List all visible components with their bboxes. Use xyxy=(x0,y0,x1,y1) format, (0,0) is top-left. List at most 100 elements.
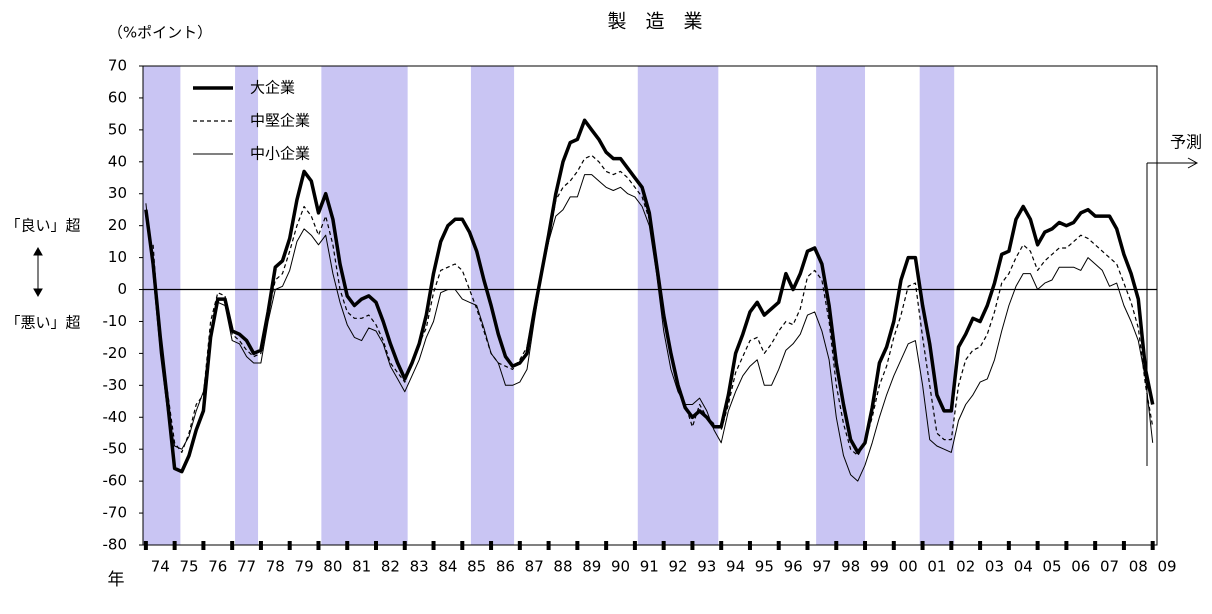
x-tick-mark xyxy=(776,541,781,550)
x-tick-mark xyxy=(172,541,177,550)
x-tick-label: 93 xyxy=(697,558,716,576)
x-tick-label: 00 xyxy=(899,558,918,576)
x-tick-mark xyxy=(489,541,494,550)
chart-title: 製 造 業 xyxy=(607,11,702,33)
x-tick-label: 81 xyxy=(352,558,371,576)
x-tick-mark xyxy=(805,541,810,550)
x-tick-label: 06 xyxy=(1071,558,1090,576)
y-tick-label: -80 xyxy=(103,536,128,554)
x-tick-mark xyxy=(287,541,292,550)
x-tick-mark xyxy=(546,541,551,550)
x-tick-mark xyxy=(1150,541,1155,550)
x-tick-label: 86 xyxy=(496,558,515,576)
y-unit-label: （%ポイント） xyxy=(108,24,212,42)
y-tick-label: 10 xyxy=(108,248,127,266)
x-tick-mark xyxy=(431,541,436,550)
y-tick-label: 0 xyxy=(117,280,127,298)
x-tick-label: 09 xyxy=(1158,558,1177,576)
x-tick-label: 05 xyxy=(1042,558,1061,576)
y-tick-label: 40 xyxy=(108,152,127,170)
x-tick-label: 75 xyxy=(179,558,198,576)
legend-label: 中小企業 xyxy=(250,145,310,163)
x-axis-label: 年 xyxy=(108,570,125,590)
x-tick-label: 03 xyxy=(985,558,1004,576)
x-tick-label: 82 xyxy=(381,558,400,576)
forecast-annotation: 予測 xyxy=(1170,133,1202,152)
x-tick-mark xyxy=(632,541,637,550)
y-tick-label: 30 xyxy=(108,184,127,202)
x-tick-label: 85 xyxy=(467,558,486,576)
y-tick-label: 50 xyxy=(108,120,127,138)
shaded-period xyxy=(919,66,955,545)
x-tick-mark xyxy=(690,541,695,550)
legend-label: 中堅企業 xyxy=(250,112,310,130)
y-tick-label: 60 xyxy=(108,88,127,106)
x-tick-mark xyxy=(661,541,666,550)
y-tick-label: -20 xyxy=(103,344,128,362)
plot-frame xyxy=(142,65,1158,546)
upper-annotation: 「良い」超 xyxy=(5,217,80,235)
x-tick-mark xyxy=(258,541,263,550)
shaded-period xyxy=(321,66,408,545)
x-tick-label: 84 xyxy=(438,558,457,576)
lower-annotation: 「悪い」超 xyxy=(5,314,80,332)
x-tick-label: 88 xyxy=(553,558,572,576)
x-tick-label: 83 xyxy=(410,558,429,576)
x-tick-label: 96 xyxy=(784,558,803,576)
y-tick-label: -10 xyxy=(103,312,128,330)
x-tick-label: 79 xyxy=(295,558,314,576)
x-tick-mark xyxy=(719,541,724,550)
x-tick-mark xyxy=(230,541,235,550)
series-line xyxy=(152,154,1154,457)
x-tick-mark xyxy=(374,541,379,550)
x-tick-mark xyxy=(1006,541,1011,550)
series-line xyxy=(144,118,1155,474)
x-tick-mark xyxy=(345,541,350,550)
x-tick-mark xyxy=(1121,541,1126,550)
x-tick-mark xyxy=(460,541,465,550)
forecast-arrowhead xyxy=(1187,157,1199,169)
x-tick-label: 91 xyxy=(640,558,659,576)
shaded-period xyxy=(637,66,719,545)
x-tick-mark xyxy=(143,541,148,550)
x-tick-mark xyxy=(891,541,896,550)
x-tick-mark xyxy=(863,541,868,550)
x-tick-label: 80 xyxy=(323,558,342,576)
x-tick-label: 95 xyxy=(755,558,774,576)
shaded-period xyxy=(816,66,866,545)
y-tick-label: -70 xyxy=(103,504,128,522)
y-tick-label: 20 xyxy=(108,216,127,234)
series-line xyxy=(145,174,1154,482)
legend-label: 大企業 xyxy=(250,79,295,97)
x-tick-label: 89 xyxy=(582,558,601,576)
shaded-period xyxy=(143,66,181,545)
x-tick-mark xyxy=(978,541,983,550)
x-tick-label: 87 xyxy=(525,558,544,576)
x-tick-mark xyxy=(1035,541,1040,550)
x-tick-mark xyxy=(316,541,321,550)
updown-arrow xyxy=(33,246,43,298)
x-tick-label: 08 xyxy=(1129,558,1148,576)
x-tick-label: 74 xyxy=(151,558,170,576)
x-tick-mark xyxy=(604,541,609,550)
x-tick-label: 02 xyxy=(956,558,975,576)
y-tick-label: -40 xyxy=(103,408,128,426)
x-tick-label: 90 xyxy=(611,558,630,576)
x-tick-mark xyxy=(747,541,752,550)
x-tick-label: 98 xyxy=(841,558,860,576)
x-tick-label: 07 xyxy=(1100,558,1119,576)
x-tick-label: 99 xyxy=(870,558,889,576)
x-tick-label: 04 xyxy=(1014,558,1033,576)
x-tick-label: 78 xyxy=(266,558,285,576)
x-tick-mark xyxy=(834,541,839,550)
x-tick-label: 01 xyxy=(927,558,946,576)
y-tick-label: -50 xyxy=(103,440,128,458)
x-tick-label: 92 xyxy=(668,558,687,576)
x-tick-label: 97 xyxy=(812,558,831,576)
x-tick-mark xyxy=(517,541,522,550)
x-tick-mark xyxy=(575,541,580,550)
x-tick-mark xyxy=(1093,541,1098,550)
x-tick-mark xyxy=(402,541,407,550)
x-tick-label: 94 xyxy=(726,558,745,576)
